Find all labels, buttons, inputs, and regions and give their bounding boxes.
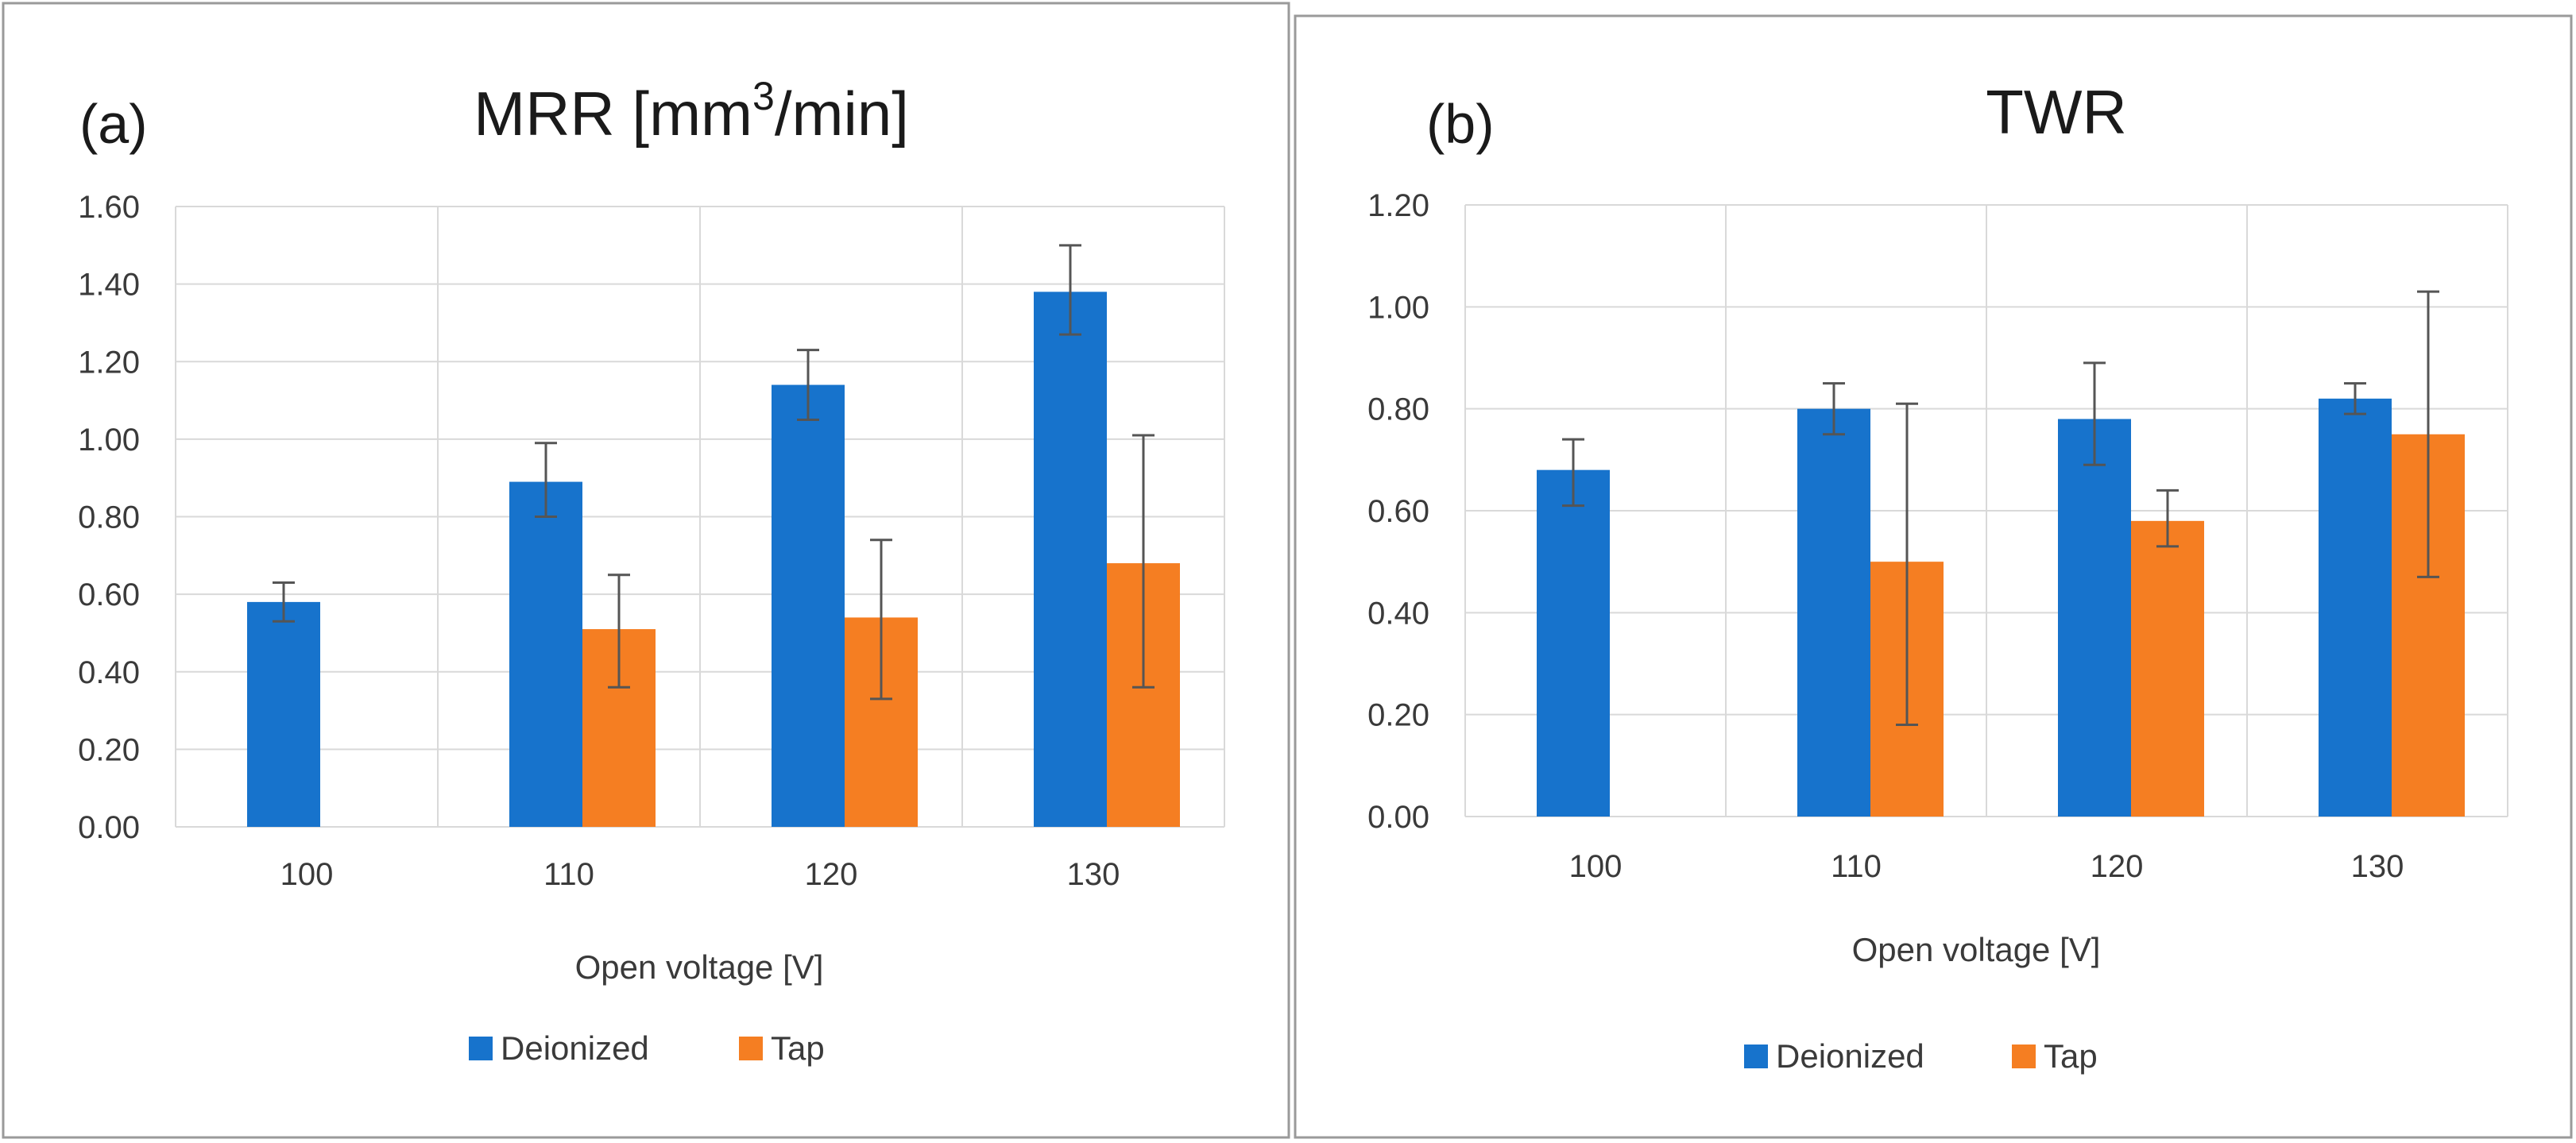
panel-b: (b) TWR 0.00 0.20 0.40 0.60 0.80 1.00 1.20 100… — [1294, 14, 2573, 1139]
panel-b-error-bar-deionized-130 — [2344, 382, 2366, 415]
panel-b-y-ticks: 0.00 0.20 0.40 0.60 0.80 1.00 1.20 — [1367, 188, 1429, 835]
panel-b-bar-deionized-130 — [2319, 398, 2392, 817]
panel-b-error-bar-tap-120 — [2156, 488, 2179, 548]
panel-b-title: TWR — [1986, 77, 2127, 147]
panel-b-y-tick-label: 0.40 — [1367, 596, 1429, 631]
panel-b-error-bar-deionized-110 — [1823, 382, 1845, 436]
panel-b-legend: Deionized Tap — [1744, 1037, 2098, 1075]
panel-a-label: (a) — [79, 93, 148, 155]
panel-b-error-bar-tap-130 — [2417, 290, 2439, 578]
panel-b-error-bar-deionized-120 — [2083, 361, 2106, 466]
panel-a-error-bar-tap-120 — [870, 539, 892, 701]
panel-a-legend-label-tap: Tap — [771, 1029, 825, 1067]
panel-b-gridlines — [1464, 204, 2508, 817]
panel-b-x-tick-label: 100 — [1569, 849, 1623, 884]
panel-a-legend-swatch-deionized — [469, 1037, 493, 1060]
panel-b-y-tick-label: 0.80 — [1367, 392, 1429, 427]
panel-a-error-bar-tap-110 — [608, 573, 630, 689]
panel-a-legend-swatch-tap — [739, 1037, 763, 1060]
panel-a-y-tick-label: 1.60 — [78, 190, 140, 225]
panel-b-x-ticks: 100 110 120 130 — [1569, 849, 2404, 884]
panel-a-error-bar-deionized-100 — [273, 581, 295, 623]
panel-a-bar-deionized-120 — [772, 384, 845, 828]
panel-a-x-tick-label: 130 — [1067, 857, 1120, 892]
panel-a-bars — [247, 292, 1180, 828]
panel-b-legend-swatch-tap — [2012, 1045, 2036, 1068]
panel-b-error-bar-deionized-100 — [1562, 438, 1584, 508]
panel-b-y-tick-label: 1.00 — [1367, 290, 1429, 325]
panel-a-y-ticks: 0.00 0.20 0.40 0.60 0.80 1.00 1.20 1.40 1.60 — [78, 190, 140, 845]
panel-b-error-bars — [1562, 290, 2439, 726]
panel-a-title-base: MRR [mm — [474, 79, 752, 149]
panel-a-title-sup: 3 — [752, 74, 775, 118]
panel-a-x-tick-label: 120 — [805, 857, 858, 892]
panel-a-bar-deionized-100 — [247, 601, 320, 827]
panel-a-title: MRR [mm3/min] — [474, 74, 909, 149]
panel-b-x-tick-label: 110 — [1831, 849, 1882, 884]
panel-a-error-bar-deionized-130 — [1059, 244, 1081, 336]
panel-b-label: (b) — [1426, 93, 1495, 155]
panel-a-error-bar-tap-130 — [1132, 434, 1155, 689]
panel-a-y-tick-label: 1.00 — [78, 423, 140, 458]
panel-a-error-bar-deionized-110 — [535, 442, 557, 518]
panel-b-error-bar-tap-110 — [1896, 402, 1918, 726]
panel-b-title-base: TWR — [1986, 77, 2127, 147]
panel-a-x-tick-label: 100 — [280, 857, 334, 892]
panel-b-x-axis-label: Open voltage [V] — [1852, 931, 2101, 968]
panel-a: (a) MRR [mm3/min] 0.00 0.20 0.40 0.60 0.80 1.… — [2, 2, 1290, 1139]
panel-a-y-tick-label: 1.20 — [78, 345, 140, 380]
panel-a-error-bars — [273, 244, 1155, 701]
panel-a-y-tick-label: 0.00 — [78, 810, 140, 845]
panel-a-title-tail: /min] — [775, 79, 909, 149]
panel-b-y-tick-label: 1.20 — [1367, 188, 1429, 223]
panel-a-y-tick-label: 0.80 — [78, 500, 140, 535]
panel-a-y-tick-label: 0.40 — [78, 655, 140, 690]
panel-a-y-tick-label: 1.40 — [78, 268, 140, 303]
panel-a-x-ticks: 100 110 120 130 — [280, 857, 1120, 892]
panel-a-error-bar-deionized-120 — [797, 349, 819, 421]
panel-b-bar-deionized-120 — [2058, 419, 2131, 817]
panel-b-x-tick-label: 120 — [2091, 849, 2144, 884]
panel-b-y-tick-label: 0.20 — [1367, 698, 1429, 733]
panel-a-bar-deionized-130 — [1034, 292, 1107, 827]
panel-b-legend-label-deionized: Deionized — [1776, 1037, 1924, 1075]
panel-b-bar-deionized-100 — [1537, 469, 1610, 817]
panel-b-y-tick-label: 0.00 — [1367, 800, 1429, 835]
panel-a-x-tick-label: 110 — [543, 857, 594, 892]
panel-a-x-axis-label: Open voltage [V] — [575, 948, 824, 986]
panel-a-y-tick-label: 0.60 — [78, 577, 140, 612]
panel-a-legend: Deionized Tap — [469, 1029, 825, 1067]
panel-a-bar-deionized-110 — [509, 481, 582, 827]
panel-b-bar-deionized-110 — [1797, 408, 1870, 817]
panel-a-legend-label-deionized: Deionized — [501, 1029, 649, 1067]
panel-b-bar-tap-120 — [2131, 520, 2204, 817]
panel-b-x-tick-label: 130 — [2351, 849, 2404, 884]
panel-a-y-tick-label: 0.20 — [78, 732, 140, 767]
panel-b-y-tick-label: 0.60 — [1367, 494, 1429, 529]
panel-b-legend-swatch-deionized — [1744, 1045, 1768, 1068]
panel-b-legend-label-tap: Tap — [2044, 1037, 2098, 1075]
